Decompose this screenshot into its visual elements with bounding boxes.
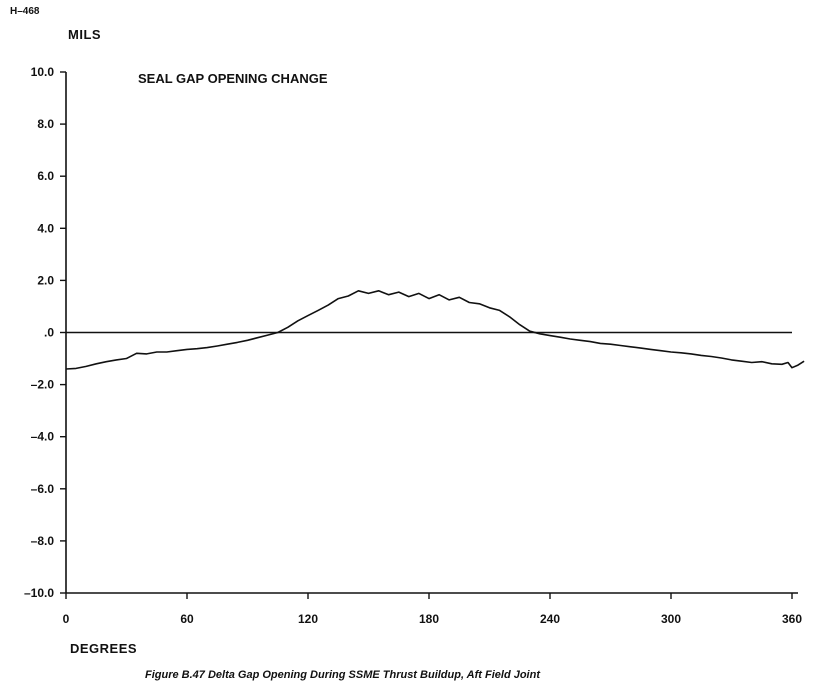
y-tick-label: 4.0 bbox=[37, 221, 54, 235]
x-tick-label: 180 bbox=[419, 612, 439, 626]
y-tick-label: .0 bbox=[44, 326, 54, 340]
y-tick-label: 6.0 bbox=[37, 169, 54, 183]
data-series-line bbox=[65, 289, 805, 370]
x-tick-label: 240 bbox=[540, 612, 560, 626]
y-tick-label: –10.0 bbox=[24, 586, 54, 600]
x-tick-label: 0 bbox=[63, 612, 70, 626]
y-tick-label: –4.0 bbox=[31, 430, 55, 444]
y-tick-label: 10.0 bbox=[31, 65, 55, 79]
y-tick-label: 8.0 bbox=[37, 117, 54, 131]
document-id: H–468 bbox=[10, 6, 40, 17]
x-tick-label: 120 bbox=[298, 612, 318, 626]
x-tick-label: 300 bbox=[661, 612, 681, 626]
x-tick-label: 60 bbox=[180, 612, 194, 626]
y-tick-label: –2.0 bbox=[31, 378, 55, 392]
chart-title: SEAL GAP OPENING CHANGE bbox=[138, 71, 328, 86]
y-tick-label: 2.0 bbox=[37, 273, 54, 287]
x-tick-label: 360 bbox=[782, 612, 802, 626]
y-axis-label: MILS bbox=[68, 27, 102, 42]
y-tick-label: –6.0 bbox=[31, 482, 55, 496]
x-axis-label: DEGREES bbox=[70, 641, 138, 656]
y-tick-label: –8.0 bbox=[31, 534, 55, 548]
figure-caption: Figure B.47 Delta Gap Opening During SSM… bbox=[145, 669, 540, 681]
